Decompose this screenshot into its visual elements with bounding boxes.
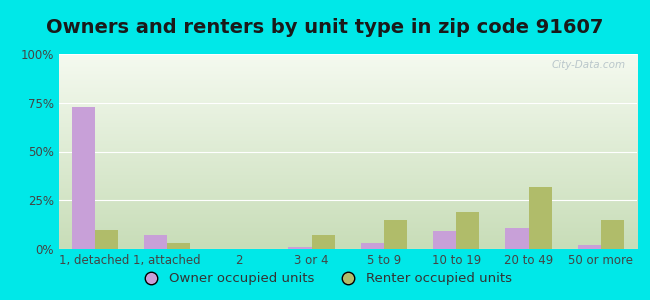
- Bar: [433, 232, 456, 249]
- Bar: [578, 245, 601, 249]
- Legend: Owner occupied units, Renter occupied units: Owner occupied units, Renter occupied un…: [133, 267, 517, 290]
- Bar: [95, 230, 118, 249]
- Bar: [601, 220, 624, 249]
- Bar: [289, 247, 311, 249]
- Text: City-Data.com: City-Data.com: [551, 60, 625, 70]
- Bar: [361, 243, 384, 249]
- Bar: [528, 187, 552, 249]
- Bar: [144, 235, 167, 249]
- Bar: [456, 212, 479, 249]
- Bar: [72, 106, 95, 249]
- Bar: [167, 243, 190, 249]
- Bar: [506, 227, 528, 249]
- Text: Owners and renters by unit type in zip code 91607: Owners and renters by unit type in zip c…: [46, 18, 604, 37]
- Bar: [311, 235, 335, 249]
- Bar: [384, 220, 407, 249]
